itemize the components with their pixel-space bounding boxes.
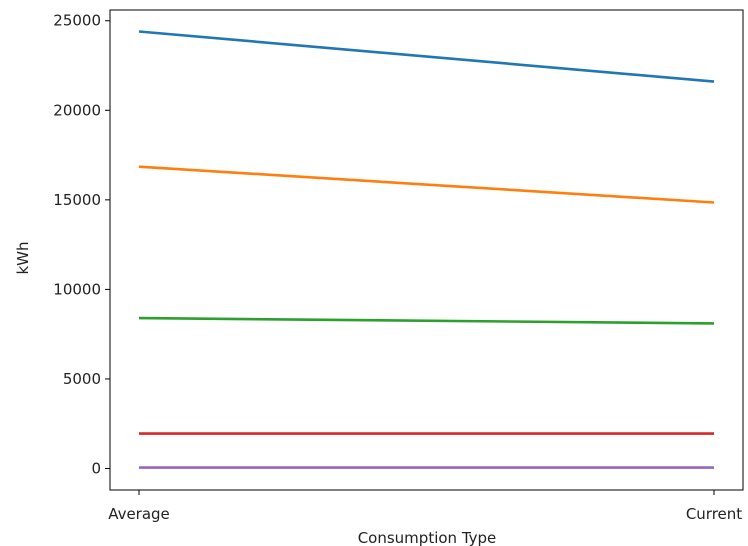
y-tick-label: 20000: [53, 101, 101, 119]
series-line-3: [138, 316, 715, 325]
y-tick-label: 10000: [53, 280, 101, 298]
x-axis-ticks: Average Current: [108, 490, 742, 523]
y-tick-label: 0: [91, 460, 101, 478]
y-tick-label: 25000: [53, 12, 101, 30]
plot-border: [109, 9, 744, 491]
series-line-1: [138, 30, 715, 83]
series-line-2: [138, 165, 715, 204]
y-tick-label: 15000: [53, 191, 101, 209]
x-axis-label: Consumption Type: [358, 529, 497, 546]
plot-frame: [109, 9, 744, 491]
x-tick-label: Current: [686, 505, 742, 523]
y-axis-label: kWh: [14, 241, 32, 274]
y-axis-ticks: 0 5000 10000 15000 20000 25000: [53, 12, 110, 478]
series-lines: [138, 30, 715, 469]
x-tick-label: Average: [108, 505, 170, 523]
y-tick-label: 5000: [63, 370, 101, 388]
